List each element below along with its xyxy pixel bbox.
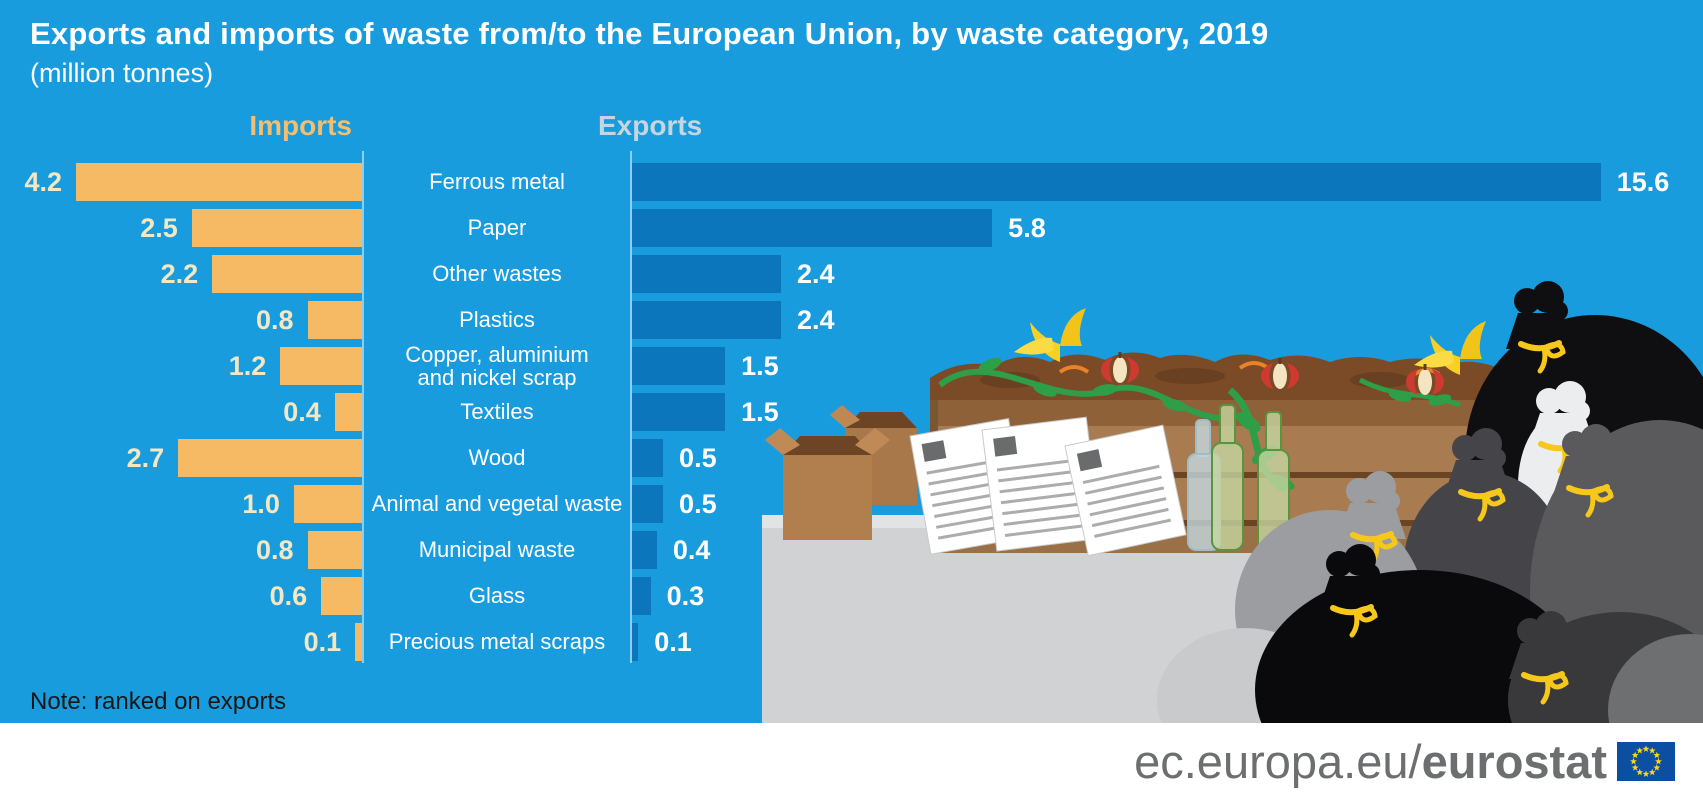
chart-row: 0.4 Textiles 1.5 bbox=[0, 393, 1703, 431]
import-value-label: 4.2 bbox=[24, 167, 62, 197]
import-value-label: 2.5 bbox=[140, 213, 178, 243]
export-value-label: 1.5 bbox=[741, 351, 779, 381]
category-label: Textiles bbox=[460, 399, 534, 425]
import-value-label: 0.8 bbox=[255, 535, 294, 565]
imports-axis-line bbox=[362, 151, 364, 663]
category-label: Wood bbox=[468, 445, 526, 471]
export-value-label: 2.4 bbox=[797, 305, 835, 335]
category-label: Ferrous metal bbox=[429, 169, 565, 195]
export-bar bbox=[632, 255, 782, 293]
import-value-label: 0.4 bbox=[283, 397, 321, 427]
import-value-label: 1.2 bbox=[228, 351, 267, 381]
import-value-label: 2.7 bbox=[126, 443, 165, 473]
imports-column-header: Imports bbox=[249, 110, 352, 141]
import-bar bbox=[178, 439, 362, 477]
waste-illustration bbox=[762, 281, 1703, 723]
glass-bottle-icon bbox=[1187, 404, 1290, 558]
export-value-label: 0.1 bbox=[654, 627, 692, 657]
category-label: Glass bbox=[468, 583, 526, 609]
eu-flag-icon bbox=[1617, 741, 1675, 781]
import-bar bbox=[293, 485, 362, 523]
export-bar bbox=[632, 347, 726, 385]
export-value-label: 0.5 bbox=[679, 443, 717, 473]
export-bar bbox=[632, 531, 657, 569]
chart-row: 4.2 Ferrous metal 15.6 bbox=[0, 163, 1703, 201]
export-value-label: 15.6 bbox=[1616, 167, 1670, 197]
import-bar bbox=[191, 209, 362, 247]
chart-row: 2.5 Paper 5.8 bbox=[0, 209, 1703, 247]
paper-stack-icon bbox=[909, 416, 1187, 557]
import-value-label: 1.0 bbox=[242, 489, 280, 519]
category-label: Other wastes bbox=[432, 261, 562, 287]
chart-row: 0.8 Municipal waste 0.4 bbox=[0, 531, 1703, 569]
import-bar bbox=[321, 577, 362, 615]
category-label: Precious metal scraps bbox=[388, 629, 606, 655]
export-bar bbox=[632, 577, 651, 615]
import-value-label: 2.2 bbox=[160, 259, 199, 289]
chart-row: 1.0 Animal and vegetal waste 0.5 bbox=[0, 485, 1703, 523]
import-value-label: 0.1 bbox=[303, 627, 342, 657]
import-bar bbox=[307, 531, 362, 569]
category-label: Municipal waste bbox=[418, 537, 576, 563]
eurostat-logo-text: ec.europa.eu/eurostat bbox=[1134, 738, 1607, 785]
chart-note: Note: ranked on exports bbox=[30, 688, 287, 715]
trash-bag-icon bbox=[1157, 281, 1703, 723]
export-bar bbox=[632, 623, 639, 661]
exports-column-header: Exports bbox=[598, 110, 703, 141]
export-bar bbox=[632, 439, 664, 477]
chart-row: 0.8 Plastics 2.4 bbox=[0, 301, 1703, 339]
export-value-label: 0.3 bbox=[666, 581, 705, 611]
chart-row: 2.2 Other wastes 2.4 bbox=[0, 255, 1703, 293]
chart-row: 0.6 Glass 0.3 bbox=[0, 577, 1703, 615]
category-label: Plastics bbox=[459, 307, 535, 333]
page-title: Exports and imports of waste from/to the… bbox=[30, 16, 1269, 51]
exports-axis-line bbox=[630, 151, 632, 663]
cardboard-box-icon bbox=[765, 405, 917, 540]
logo-url-prefix: ec.europa.eu/ bbox=[1134, 734, 1422, 788]
chart-row: 0.1 Precious metal scraps 0.1 bbox=[0, 623, 1703, 661]
export-bar bbox=[632, 163, 1601, 201]
category-label: Paper bbox=[467, 215, 527, 241]
export-value-label: 5.8 bbox=[1008, 213, 1046, 243]
export-bar bbox=[632, 485, 664, 523]
import-bar bbox=[280, 347, 362, 385]
export-bar bbox=[632, 301, 782, 339]
footer: ec.europa.eu/eurostat bbox=[0, 723, 1703, 799]
import-value-label: 0.8 bbox=[255, 305, 294, 335]
export-bar bbox=[632, 209, 993, 247]
chart-row: 1.2 Copper, aluminium and nickel scrap 1.5 bbox=[0, 341, 1703, 390]
export-value-label: 0.5 bbox=[679, 489, 717, 519]
export-value-label: 2.4 bbox=[797, 259, 835, 289]
import-bar bbox=[355, 623, 362, 661]
import-value-label: 0.6 bbox=[269, 581, 308, 611]
logo-url-bold: eurostat bbox=[1421, 734, 1607, 788]
import-bar bbox=[307, 301, 362, 339]
import-bar bbox=[334, 393, 362, 431]
category-label: Animal and vegetal waste bbox=[371, 491, 623, 517]
chart-row: 2.7 Wood 0.5 bbox=[0, 439, 1703, 477]
import-bar bbox=[75, 163, 362, 201]
page-subtitle: (million tonnes) bbox=[30, 58, 214, 88]
category-label: Copper, aluminium and nickel scrap bbox=[405, 341, 589, 390]
export-value-label: 0.4 bbox=[672, 535, 711, 565]
export-value-label: 1.5 bbox=[741, 397, 779, 427]
import-bar bbox=[212, 255, 362, 293]
export-bar bbox=[632, 393, 726, 431]
